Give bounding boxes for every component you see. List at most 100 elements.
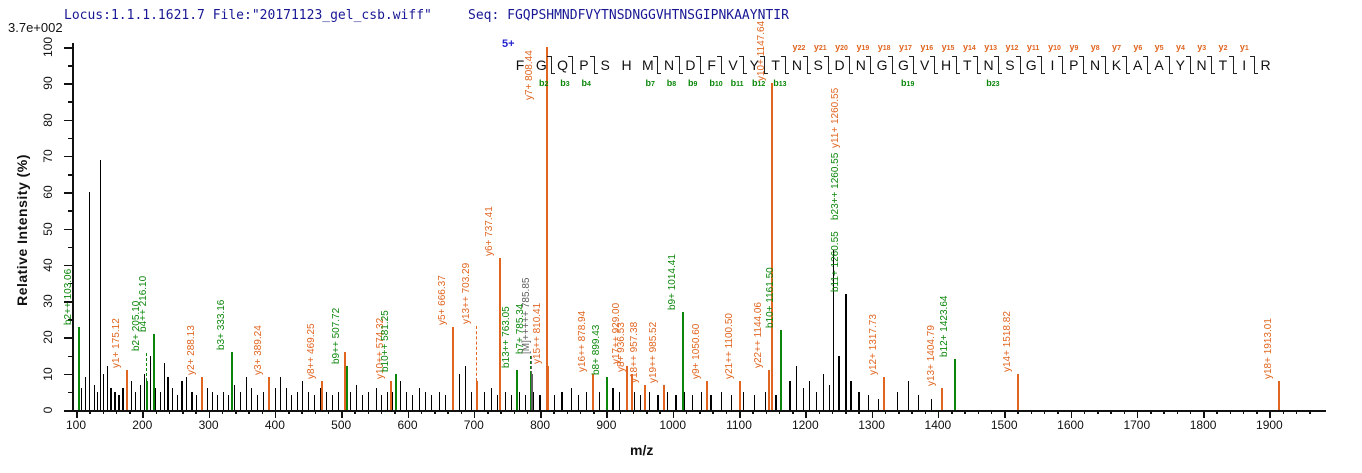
fragmentation-site-divider — [1185, 56, 1194, 74]
fragmentation-site-divider — [1122, 56, 1131, 74]
spectrum-peak — [290, 395, 292, 410]
spectrum-peak — [706, 380, 709, 410]
spectrum-peak — [483, 391, 485, 410]
spectrum-peak — [200, 377, 203, 410]
y-ion-marker: y19 — [856, 42, 869, 52]
x-axis-tick — [566, 410, 569, 414]
x-axis-title: m/z — [630, 442, 654, 458]
spectrum-peak — [230, 351, 233, 410]
y-axis-tick — [68, 282, 72, 285]
ion-label-text: 13 — [778, 81, 787, 88]
divider-segment — [1062, 56, 1064, 74]
spectrum-peak — [451, 326, 454, 410]
peak-ion-label: b12+ 1423.64 — [938, 295, 950, 358]
peak-ion-label: b3+ 333.16 — [215, 299, 227, 350]
ion-label-text: b — [773, 78, 779, 88]
ion-label-text: 17 — [904, 45, 912, 52]
sequence-residue: S — [600, 57, 610, 73]
divider-segment — [1058, 56, 1063, 57]
divider-segment — [1147, 56, 1149, 74]
ion-label-text: 22 — [797, 45, 806, 52]
x-axis-tick — [1057, 410, 1059, 414]
ion-label-text: y — [792, 42, 798, 52]
divider-segment — [653, 56, 658, 57]
divider-segment — [1249, 56, 1254, 57]
locus-file-header: Locus:1.1.1.1621.7 File:"20171123_gel_cs… — [64, 8, 432, 23]
spectrum-peak — [530, 373, 533, 410]
divider-segment — [1211, 73, 1216, 74]
y-axis-tick — [64, 373, 72, 376]
x-axis-tick — [858, 410, 860, 414]
peak-ion-label: b13++ 763.05 — [500, 306, 512, 369]
divider-segment — [696, 56, 701, 57]
ion-label-text: 3 — [1202, 45, 1207, 52]
y-ion-marker: y22 — [793, 42, 806, 52]
ion-label-text: y — [899, 42, 905, 52]
spectrum-peak — [1016, 373, 1019, 410]
fragmentation-site-divider — [994, 56, 1003, 74]
y-ion-marker: y15 — [942, 42, 955, 52]
spectrum-peak — [775, 395, 777, 410]
spectrum-peak — [267, 377, 270, 410]
divider-segment — [593, 56, 595, 74]
divider-segment — [738, 56, 743, 57]
spectrum-peak — [850, 380, 852, 410]
divider-segment — [870, 73, 875, 74]
spectrum-peak — [319, 388, 322, 410]
divider-segment — [1040, 56, 1042, 74]
y-axis-tick — [64, 155, 72, 158]
x-axis-tick — [845, 410, 847, 414]
spectrum-peak — [648, 391, 651, 410]
spectrum-peak — [599, 391, 601, 410]
peak-ion-label: y21++ 1100.50 — [724, 312, 736, 379]
y-ion-marker: y3 — [1197, 42, 1206, 52]
divider-segment — [1036, 56, 1041, 57]
divider-segment — [827, 73, 832, 74]
x-axis-tick — [142, 410, 144, 418]
divider-segment — [934, 56, 936, 74]
peak-ion-label: y11+ 1260.55 — [830, 87, 842, 148]
fragmentation-site-divider — [781, 56, 790, 74]
divider-segment — [1207, 56, 1212, 57]
spectrum-peak — [412, 395, 414, 410]
spectrum-peak — [337, 391, 340, 410]
y-axis-tick-label: 60 — [41, 185, 55, 199]
fragmentation-site-divider — [972, 56, 981, 74]
spectrum-peak — [424, 391, 426, 410]
x-axis-tick — [301, 410, 303, 414]
x-axis-tick — [778, 410, 781, 414]
x-axis-tick-label: 900 — [596, 418, 617, 432]
peak-ion-label: b9++ 507.72 — [331, 308, 343, 365]
sequence-residue: G — [876, 57, 888, 73]
divider-segment — [717, 56, 722, 57]
x-axis-tick — [792, 410, 794, 414]
peak-ion-label: [M]+++++ 785.85 — [520, 277, 532, 354]
ion-label-text: y — [877, 42, 883, 52]
x-axis-tick-label: 1400 — [924, 418, 952, 432]
x-axis-tick — [1123, 410, 1126, 414]
y-axis-tick — [68, 65, 72, 67]
spectrum-peak — [346, 366, 349, 410]
ion-label-text: y — [1112, 42, 1118, 52]
spectrum-peak — [308, 391, 310, 410]
divider-segment — [759, 56, 764, 57]
peak-ion-label: b23++ 1260.55 — [830, 152, 842, 220]
y-ion-marker: y1 — [1240, 42, 1249, 52]
fragmentation-site-divider — [823, 56, 832, 74]
divider-segment — [1189, 73, 1194, 74]
y-axis-tick — [64, 47, 72, 49]
spectrum-peak — [539, 395, 541, 410]
divider-segment — [1164, 56, 1169, 57]
ion-label-text: b — [901, 78, 907, 88]
x-axis-tick — [195, 410, 197, 414]
spectrum-peak — [606, 377, 609, 410]
y-axis-tick — [64, 301, 72, 303]
y-axis-tick-label: 30 — [41, 294, 55, 308]
divider-segment — [806, 73, 811, 74]
spectrum-peak — [251, 388, 253, 410]
spectrum-peak — [634, 391, 636, 410]
sequence-residue: G — [535, 57, 547, 73]
spectrum-peak — [125, 370, 128, 410]
peak-ion-label: b10+ 1161.50 — [764, 267, 776, 329]
ion-label-text: 3 — [565, 81, 570, 88]
